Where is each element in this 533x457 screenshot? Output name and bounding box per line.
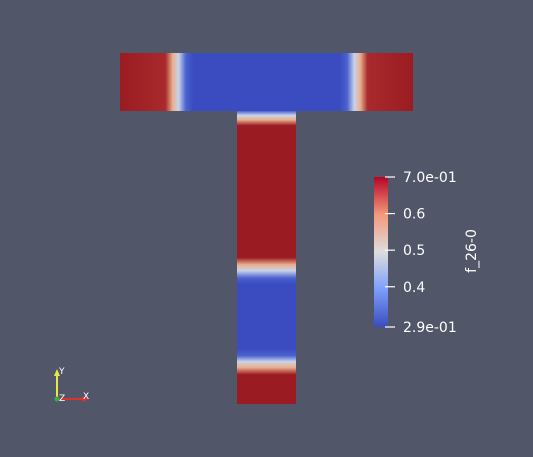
y-axis-arrowhead <box>54 369 60 376</box>
colorbar-gradient[interactable] <box>374 177 388 327</box>
mesh-stem[interactable] <box>237 111 296 404</box>
colorbar-tick-label: 0.4 <box>403 280 425 296</box>
colorbar-tick-label: 0.6 <box>403 207 425 223</box>
x-axis-arrowhead <box>82 396 89 402</box>
z-axis-label: Z <box>59 394 65 404</box>
colorbar-ticks: 7.0e-01 0.6 0.5 0.4 2.9e-01 <box>385 170 457 336</box>
z-axis-marker <box>54 396 60 402</box>
x-axis-label: X <box>83 392 89 402</box>
y-axis-label: Y <box>58 367 65 377</box>
colorbar-tick-label: 0.5 <box>403 243 425 259</box>
mesh-t-shape[interactable] <box>120 53 413 404</box>
color-legend[interactable]: 7.0e-01 0.6 0.5 0.4 2.9e-01 f_26-0 <box>374 170 480 336</box>
orientation-axes: Y X Z <box>54 367 89 404</box>
colorbar-tick-label: 2.9e-01 <box>403 320 457 336</box>
mesh-top-bar[interactable] <box>120 53 413 111</box>
colorbar-title: f_26-0 <box>464 229 480 273</box>
colorbar-tick-label: 7.0e-01 <box>403 170 457 186</box>
